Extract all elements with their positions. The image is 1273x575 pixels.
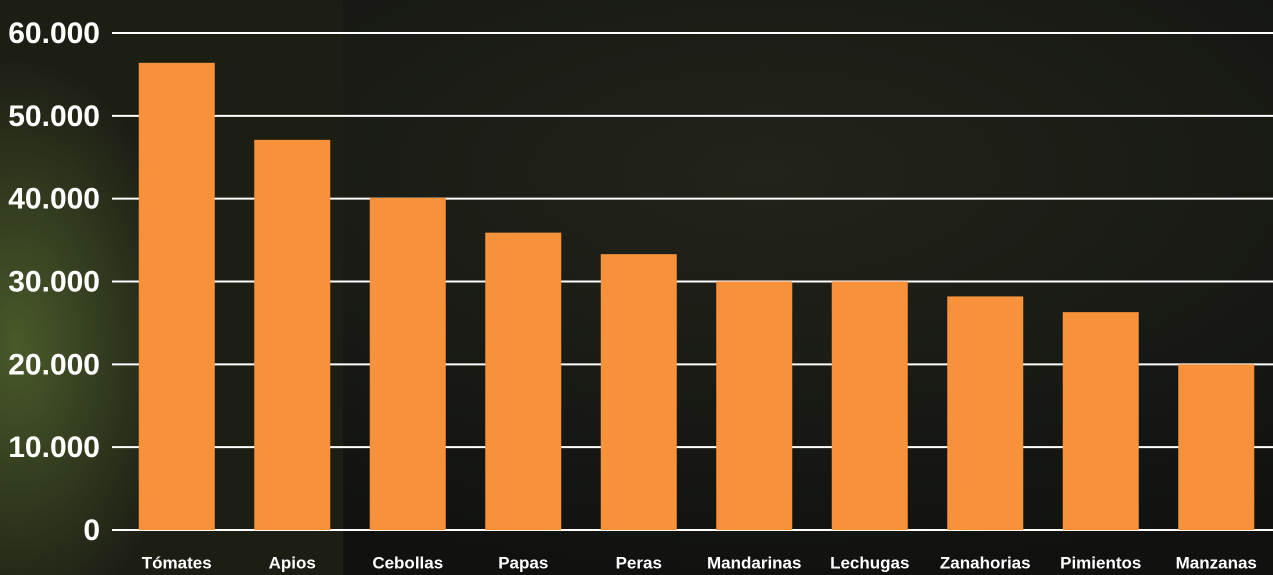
bar: [1178, 364, 1255, 530]
y-tick-label: 60.000: [8, 17, 100, 50]
x-tick-label: Zanahorias: [940, 553, 1031, 572]
bar: [138, 62, 215, 530]
x-tick-label: Mandarinas: [707, 553, 801, 572]
y-tick-label: 50.000: [8, 100, 100, 133]
bar: [369, 197, 446, 531]
bar: [831, 281, 908, 530]
y-tick-label: 30.000: [8, 265, 100, 298]
bar: [1062, 312, 1139, 530]
bar: [485, 232, 562, 530]
x-tick-label: Pimientos: [1060, 553, 1141, 572]
bar: [600, 254, 677, 531]
y-tick-label: 0: [83, 514, 100, 547]
y-tick-label: 20.000: [8, 348, 100, 381]
y-tick-label: 40.000: [8, 183, 100, 216]
x-tick-label: Tómates: [142, 553, 212, 572]
bar: [716, 281, 793, 530]
x-tick-label: Lechugas: [830, 553, 909, 572]
bar: [947, 296, 1024, 530]
y-tick-label: 10.000: [8, 431, 100, 464]
x-tick-label: Manzanas: [1176, 553, 1257, 572]
x-tick-label: Peras: [616, 553, 662, 572]
x-tick-label: Apios: [269, 553, 316, 572]
x-tick-label: Papas: [498, 553, 548, 572]
x-tick-label: Cebollas: [372, 553, 443, 572]
bar: [254, 139, 331, 531]
